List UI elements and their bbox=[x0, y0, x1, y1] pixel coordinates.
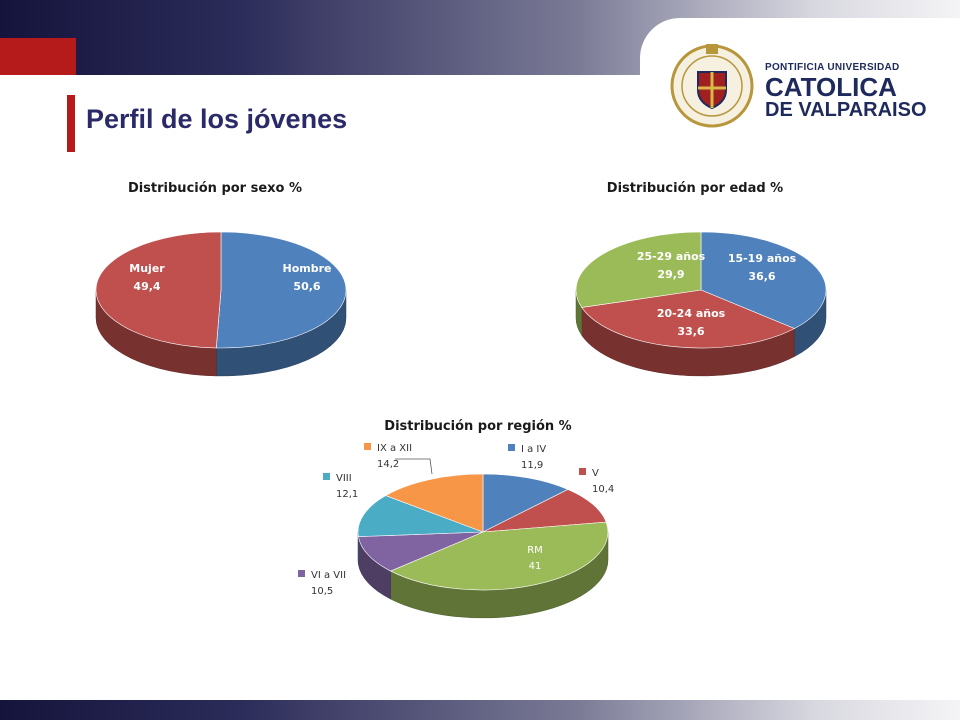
legend-swatch-i-a-iv bbox=[508, 444, 515, 451]
chart-distribuci-n-por-sexo: Distribución por sexo % Hombre 50,6 Mujer 49… bbox=[95, 181, 347, 377]
bottom-banner bbox=[0, 700, 960, 720]
data-label-category: Hombre bbox=[283, 262, 332, 275]
data-label-category: IX a XII bbox=[377, 443, 412, 454]
pie-slice-20-24-a-os[interactable] bbox=[581, 289, 796, 349]
chart-title: Distribución por región % bbox=[384, 419, 571, 434]
data-label-value: 49,4 bbox=[133, 280, 160, 293]
data-label-value: 12,1 bbox=[336, 489, 358, 500]
chart-title: Distribución por edad % bbox=[607, 181, 783, 196]
data-label-value: 50,6 bbox=[293, 280, 320, 293]
data-label-value: 14,2 bbox=[377, 459, 399, 470]
university-name: PONTIFICIA UNIVERSIDAD CATOLICA DE VALPA… bbox=[765, 62, 927, 121]
pie-slice-v[interactable] bbox=[482, 489, 607, 533]
chart-distribuci-n-por-edad: Distribución por edad % 15-19 años 36,6 20-… bbox=[575, 181, 827, 377]
page-title: Perfil de los jóvenes bbox=[86, 104, 348, 134]
data-label-category: 20-24 años bbox=[657, 307, 726, 320]
data-label-value: 10,5 bbox=[311, 586, 333, 597]
data-label-category: RM bbox=[527, 545, 543, 556]
top-red-block bbox=[0, 38, 76, 75]
data-label-value: 11,9 bbox=[521, 460, 543, 471]
university-line2: CATOLICA bbox=[765, 72, 897, 102]
legend-swatch-v bbox=[579, 468, 586, 475]
data-label-value: 29,9 bbox=[657, 268, 684, 281]
data-label-category: I a IV bbox=[521, 444, 546, 455]
pie-slice-hombre[interactable] bbox=[215, 231, 347, 349]
chart-title: Distribución por sexo % bbox=[128, 181, 302, 196]
data-label-category: 25-29 años bbox=[637, 250, 706, 263]
data-label-value: 33,6 bbox=[677, 325, 704, 338]
pie-slice-i-a-iv[interactable] bbox=[482, 473, 569, 533]
legend-swatch-ix-a-xii bbox=[364, 443, 371, 450]
university-line3: DE VALPARAISO bbox=[765, 99, 927, 121]
data-label-value: 10,4 bbox=[592, 484, 614, 495]
pie-slice-rm[interactable] bbox=[389, 521, 609, 591]
data-label-category: 15-19 años bbox=[728, 252, 797, 265]
pie-slice-ix-a-xii[interactable] bbox=[385, 473, 484, 533]
data-label-value: 41 bbox=[529, 561, 542, 572]
legend-swatch-viii bbox=[323, 473, 330, 480]
university-seal-icon bbox=[670, 44, 754, 128]
data-label-category: VIII bbox=[336, 473, 352, 484]
pie-slice-vi-a-vii[interactable] bbox=[358, 531, 484, 572]
data-label-category: V bbox=[592, 468, 599, 479]
pie-slice-15-19-a-os[interactable] bbox=[700, 231, 827, 329]
title-accent-bar bbox=[67, 95, 75, 152]
pie-slice-25-29-a-os[interactable] bbox=[575, 231, 702, 308]
pie-slice-mujer[interactable] bbox=[95, 231, 222, 349]
data-label-category: VI a VII bbox=[311, 570, 346, 581]
university-line1: PONTIFICIA UNIVERSIDAD bbox=[765, 62, 900, 73]
data-label-value: 36,6 bbox=[748, 270, 775, 283]
pie-slice-viii[interactable] bbox=[357, 495, 484, 537]
chart-distribuci-n-por-regi-n: Distribución por región % I a IV 11,9 V 10,4… bbox=[298, 419, 614, 619]
legend-swatch-vi-a-vii bbox=[298, 570, 305, 577]
leader-line bbox=[395, 458, 433, 475]
data-label-category: Mujer bbox=[129, 262, 165, 275]
